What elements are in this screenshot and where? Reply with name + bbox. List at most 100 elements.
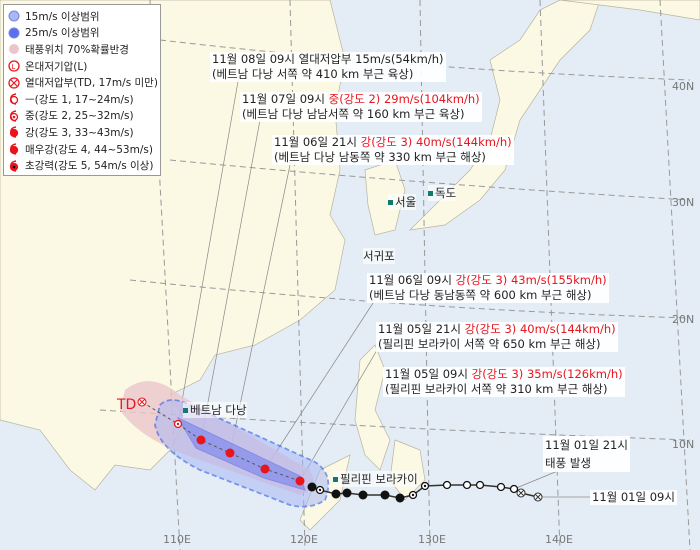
track-point: [509, 484, 519, 494]
legend-label: 태풍위치 70%확률반경: [25, 43, 129, 56]
forecast-location: (베트남 다낭 남동쪽 약 330 km 부근 해상): [274, 150, 486, 164]
forecast-location: (베트남 다낭 서쪽 약 410 km 부근 육상): [212, 67, 414, 81]
grid-lat-30: 30N: [672, 196, 695, 209]
wind-15-radius: [154, 399, 330, 508]
legend-label: 25m/s 이상범위: [25, 27, 100, 40]
extratropical-low-icon: L: [8, 60, 20, 72]
forecast-intensity: 강(강도 3) 40m/s(144km/h): [360, 135, 512, 149]
legend-label: 중(강도 2, 25~32m/s): [25, 110, 134, 123]
legend-item: L 온대저기압(L): [8, 58, 156, 75]
forecast-label: 11월 07일 09시 중(강도 2) 29m/s(104km/h) (베트남 다…: [240, 92, 482, 122]
genesis-text: 태풍 발생: [545, 456, 591, 470]
forecast-intensity: 열대저압부 15m/s(54km/h): [298, 52, 444, 66]
track-point: [260, 464, 270, 474]
tropical-depression-icon: [8, 77, 20, 89]
typhoon-intensity-3-icon: [8, 126, 20, 139]
forecast-intensity: 중(강도 2) 29m/s(104km/h): [328, 92, 480, 106]
forecast-location: (베트남 다낭 동남동쪽 약 600 km 부근 해상): [369, 288, 592, 302]
forecast-time: 11월 07일 09시: [242, 92, 325, 106]
track-point: [462, 480, 472, 490]
forecast-label: 11월 06일 09시 강(강도 3) 43m/s(155km/h) (베트남 다…: [367, 273, 609, 303]
circle-pink-icon: [8, 43, 20, 55]
place-seoul-label: 서울: [395, 195, 417, 209]
circle-blue-icon: [8, 27, 20, 39]
forecast-intensity: 강(강도 3) 43m/s(155km/h): [455, 273, 607, 287]
svg-text:L: L: [12, 63, 16, 71]
typhoon-intensity-2-icon: [8, 110, 20, 122]
legend-label: 열대저압부(TD, 17m/s 미만): [25, 77, 158, 90]
forecast-track: [141, 401, 301, 482]
grid-lat-20: 20N: [672, 313, 695, 326]
typhoon-intensity-4-icon: [8, 143, 20, 155]
legend-item: 15m/s 이상범위: [8, 8, 156, 25]
legend-item: 강(강도 3, 33~43m/s): [8, 124, 156, 141]
forecast-location: (필리핀 보라카이 서쪽 약 650 km 부근 해상): [378, 337, 601, 351]
grid-lon-140: 140E: [545, 533, 573, 546]
track-points: [137, 397, 543, 503]
grid-lon-110: 110E: [163, 533, 191, 546]
track-point: [395, 493, 405, 503]
typhoon-intensity-1-icon: [8, 93, 20, 106]
track-point: [315, 485, 325, 495]
place-seogwipo: 서귀포: [363, 248, 395, 264]
legend-label: 매우강(강도 4, 44~53m/s): [25, 143, 153, 156]
forecast-label: 11월 05일 21시 강(강도 3) 40m/s(144km/h) (필리핀 보…: [376, 322, 618, 352]
legend-item: 태풍위치 70%확률반경: [8, 41, 156, 58]
forecast-time: 11월 06일 21시: [274, 135, 357, 149]
track-point: [358, 490, 368, 500]
grid-lat-10: 10N: [672, 438, 695, 451]
legend-label: 15m/s 이상범위: [25, 10, 100, 23]
track-point: [342, 488, 352, 498]
td-label: TD: [117, 397, 137, 413]
place-seogwipo-label: 서귀포: [363, 249, 395, 263]
leader-lines: [177, 69, 590, 498]
forecast-label: 11월 08일 09시 열대저압부 15m/s(54km/h) (베트남 다낭 서…: [210, 52, 446, 82]
legend-item: 25m/s 이상범위: [8, 25, 156, 42]
typhoon-intensity-5-icon: [8, 159, 20, 172]
past-track: [311, 484, 539, 499]
place-dokdo-label: 독도: [435, 186, 457, 200]
forecast-intensity: 강(강도 3) 40m/s(144km/h): [464, 322, 616, 336]
place-dokdo: 독도: [428, 185, 457, 201]
forecast-location: (베트남 다낭 남남서쪽 약 160 km 부근 육상): [242, 107, 465, 121]
track-point: [408, 490, 418, 500]
forecast-intensity: 강(강도 3) 35m/s(126km/h): [471, 367, 623, 381]
place-danang-label: 베트남 다낭: [190, 403, 247, 417]
track-point: [420, 481, 430, 491]
track-point: [442, 480, 452, 490]
grid-lon-120: 120E: [290, 533, 318, 546]
legend-item: ㅡ(강도 1, 17~24m/s): [8, 91, 156, 108]
place-boracay: 필리핀 보라카이: [333, 471, 418, 487]
forecast-time: 11월 05일 21시: [378, 322, 461, 336]
start-label: 11월 01일 09시: [590, 490, 677, 505]
track-point: [307, 482, 317, 492]
legend-item: 초강력(강도 5, 54m/s 이상): [8, 157, 156, 174]
forecast-location: (필리핀 보라카이 서쪽 약 310 km 부근 해상): [385, 382, 608, 396]
legend-label: 온대저기압(L): [25, 60, 88, 73]
grid-lat-40: 40N: [672, 80, 695, 93]
track-point: [496, 482, 506, 492]
forecast-label: 11월 06일 21시 강(강도 3) 40m/s(144km/h) (베트남 다…: [272, 135, 514, 165]
legend-item: 열대저압부(TD, 17m/s 미만): [8, 74, 158, 91]
legend-item: 매우강(강도 4, 44~53m/s): [8, 141, 156, 158]
circle-light-blue-icon: [8, 10, 20, 22]
track-point: [331, 489, 341, 499]
legend-item: 중(강도 2, 25~32m/s): [8, 108, 156, 125]
forecast-time: 11월 08일 09시: [212, 52, 295, 66]
place-boracay-label: 필리핀 보라카이: [340, 472, 418, 486]
track-point: [475, 480, 485, 490]
track-point: [196, 435, 206, 445]
grid-lon-130: 130E: [418, 533, 446, 546]
track-point: [516, 488, 526, 498]
forecast-time: 11월 06일 09시: [369, 273, 452, 287]
legend-label: 강(강도 3, 33~43m/s): [25, 126, 134, 139]
track-point: [173, 419, 183, 429]
track-point: [137, 397, 147, 407]
track-point: [225, 448, 235, 458]
wind-25-radius: [176, 416, 306, 491]
genesis-time: 11월 01일 21시: [545, 438, 628, 452]
track-point: [295, 476, 305, 486]
track-point: [533, 492, 543, 502]
